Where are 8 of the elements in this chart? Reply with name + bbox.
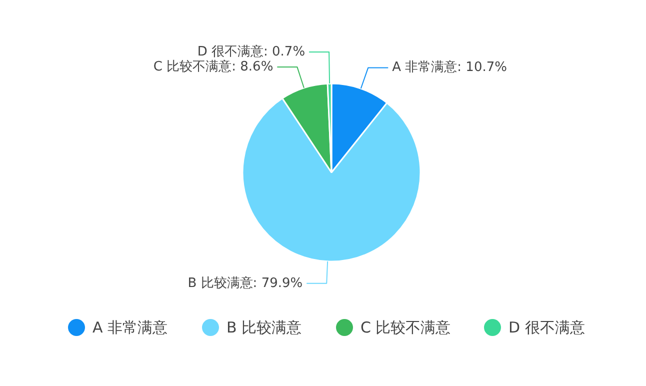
data-label: D 很不满意: 0.7% — [197, 44, 306, 60]
data-label: C 比较不满意: 8.6% — [153, 59, 274, 74]
legend-label: D 很不满意 — [508, 318, 585, 336]
legend-label: C 比较不满意 — [360, 318, 451, 336]
legend-label: A 非常满意 — [92, 318, 168, 336]
data-label: A 非常满意: 10.7% — [392, 60, 507, 76]
data-label: B 比较满意: 79.9% — [188, 276, 303, 291]
legend-label: B 比较满意 — [226, 318, 302, 336]
